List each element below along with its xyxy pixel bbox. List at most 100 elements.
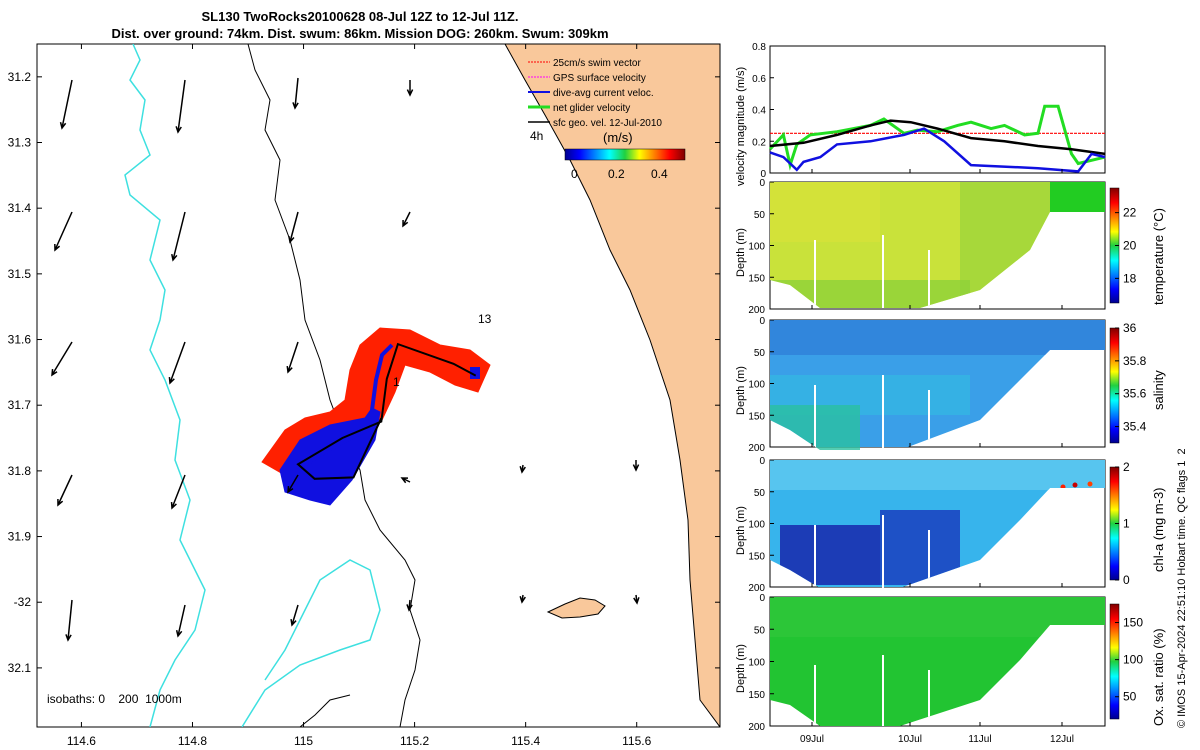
geostrophic-arrow — [406, 599, 413, 612]
chlorophyll-panel: 0 50 100 150 200 0 1 2 — [748, 456, 1130, 594]
map-xtick-label: 115 — [294, 734, 313, 748]
velocity-series-line — [769, 119, 1106, 156]
isobaths-label: isobaths: 0 200 1000m — [47, 692, 182, 706]
annotation-1: 1 — [393, 375, 400, 389]
legend-swim: 25cm/s swim vector — [553, 58, 641, 69]
velocity-ylabel: velocity magnitude (m/s) — [735, 67, 747, 186]
depth-tick-label: 200 — [748, 583, 765, 594]
map-xtick-label: 115.6 — [622, 734, 651, 748]
temperature-depth-label: Depth (m) — [735, 228, 747, 277]
velocity-ytick-label: 0.2 — [752, 137, 766, 148]
oxygen-colorbar — [1109, 603, 1120, 720]
velocity-ytick-label: 0 — [760, 169, 766, 180]
depth-tick-label: 150 — [748, 273, 765, 284]
imos-credit: © IMOS 15-Apr-2024 22:51:10 Hobart time.… — [1176, 448, 1188, 728]
depth-tick-label: 0 — [759, 316, 765, 327]
salinity-depth-label: Depth (m) — [735, 366, 747, 415]
geostrophic-arrow — [175, 604, 186, 638]
salinity-surface-zone — [770, 320, 1105, 355]
temperature-gap-2 — [882, 235, 884, 308]
temperature-gap-1 — [814, 240, 816, 308]
legend-current: dive-avg current veloc. — [553, 88, 654, 99]
oxygen-colorbar-label: Ox. sat. ratio (%) — [1151, 628, 1166, 726]
depth-tick-label: 200 — [748, 305, 765, 316]
map-panel: 114.6 114.8 115 115.2 115.4 115.6 31.2 31.3 31.4… — [8, 43, 721, 748]
map-colorbar-label: (m/s) — [603, 130, 633, 145]
salinity-panel: 0 50 100 150 200 35.4 35.6 35.8 36 — [748, 316, 1146, 454]
depth-tick-label: 100 — [748, 658, 765, 669]
geostrophic-arrow — [632, 460, 640, 472]
temperature-gap-3 — [928, 250, 930, 308]
geostrophic-arrow — [59, 79, 73, 130]
chlorophyll-max-point-2 — [1072, 482, 1078, 488]
chlorophyll-gap-3 — [928, 530, 930, 588]
time-tick-label: 11Jul — [968, 734, 991, 745]
colorbar-tick-label: 36 — [1123, 321, 1137, 335]
depth-tick-label: 100 — [748, 242, 765, 253]
depth-tick-label: 200 — [748, 722, 765, 733]
colorbar-tick-label: 18 — [1123, 271, 1137, 285]
map-ytick-label: 31.3 — [8, 136, 32, 150]
temperature-ticks: 0 50 100 150 200 18 20 22 — [748, 178, 1136, 316]
geostrophic-arrow — [175, 79, 186, 134]
depth-tick-label: 150 — [748, 690, 765, 701]
map-xtick-label: 115.2 — [400, 734, 429, 748]
salinity-gap-1 — [814, 385, 816, 450]
colorbar-tick-label: 0 — [1123, 573, 1130, 587]
depth-tick-label: 100 — [748, 520, 765, 531]
geostrophic-arrow — [290, 604, 299, 627]
geostrophic-velocity-arrows — [51, 77, 640, 642]
colorbar-tick-label: 150 — [1123, 616, 1143, 630]
colorbar-tick-label: 35.6 — [1123, 387, 1147, 401]
geostrophic-arrow — [65, 599, 73, 642]
isobath-cyan — [124, 44, 206, 727]
geostrophic-arrow — [170, 474, 186, 510]
chlorophyll-colorbar-label: chl-a (mg m-3) — [1151, 487, 1166, 572]
map-legend: 25cm/s swim vector GPS surface velocity … — [528, 58, 686, 181]
depth-tick-label: 50 — [754, 210, 766, 221]
map-title-line1: SL130 TwoRocks20100628 08-Jul 12Z to 12-… — [201, 9, 519, 24]
map-xtick-label: 114.6 — [67, 734, 96, 748]
map-ytick-label: 32.1 — [8, 661, 32, 675]
geostrophic-arrow — [402, 211, 411, 228]
geostrophic-arrow — [57, 474, 73, 507]
geostrophic-arrow — [519, 464, 526, 474]
map-colorbar — [564, 148, 686, 161]
colorbar-tick-label: 20 — [1123, 239, 1137, 253]
map-colorbar-tick-0: 0 — [571, 167, 578, 181]
legend-4h-marker: 4h — [530, 129, 543, 143]
map-ytick-label: 31.5 — [8, 267, 32, 281]
depth-tick-label: 200 — [748, 443, 765, 454]
legend-glider: net glider velocity — [553, 103, 630, 114]
time-axis-ticks: 09Jul 10Jul 11Jul 12Jul — [800, 169, 1074, 745]
temperature-warm-zone — [770, 182, 880, 242]
time-tick-label: 12Jul — [1050, 734, 1074, 745]
oxygen-gap-3 — [928, 670, 930, 726]
depth-tick-label: 50 — [754, 348, 766, 359]
colorbar-tick-label: 100 — [1123, 653, 1143, 667]
map-ytick-label: 31.9 — [8, 530, 32, 544]
glider-track — [296, 342, 477, 480]
colorbar-tick-label: 2 — [1123, 460, 1130, 474]
chlorophyll-gap-2 — [882, 515, 884, 588]
colorbar-tick-label: 35.8 — [1123, 354, 1147, 368]
oxygen-depth-label: Depth (m) — [735, 644, 747, 693]
map-ytick-label: -32 — [14, 595, 32, 609]
time-tick-label: 09Jul — [800, 734, 824, 745]
isobath-cyan-2 — [241, 559, 381, 727]
colorbar-tick-label: 22 — [1123, 206, 1137, 220]
velocity-ticks: 0 0.2 0.4 0.6 0.8 — [752, 42, 774, 180]
geostrophic-arrow — [51, 341, 73, 377]
geostrophic-arrow — [288, 211, 299, 244]
colorbar-tick-label: 50 — [1123, 690, 1137, 704]
velocity-axes-frame — [769, 45, 1106, 174]
legend-geo: sfc geo. vel. 12-Jul-2010 — [553, 118, 662, 129]
geostrophic-arrow — [406, 80, 414, 97]
chlorophyll-ticks: 0 50 100 150 200 0 1 2 — [748, 456, 1130, 594]
legend-gps: GPS surface velocity — [553, 73, 646, 84]
temperature-cool-zone — [1050, 182, 1105, 212]
map-xtick-label: 115.4 — [511, 734, 540, 748]
oxygen-gap-1 — [814, 665, 816, 726]
map-title-line2: Dist. over ground: 74km. Dist. swum: 86k… — [111, 26, 609, 41]
depth-tick-label: 0 — [759, 593, 765, 604]
